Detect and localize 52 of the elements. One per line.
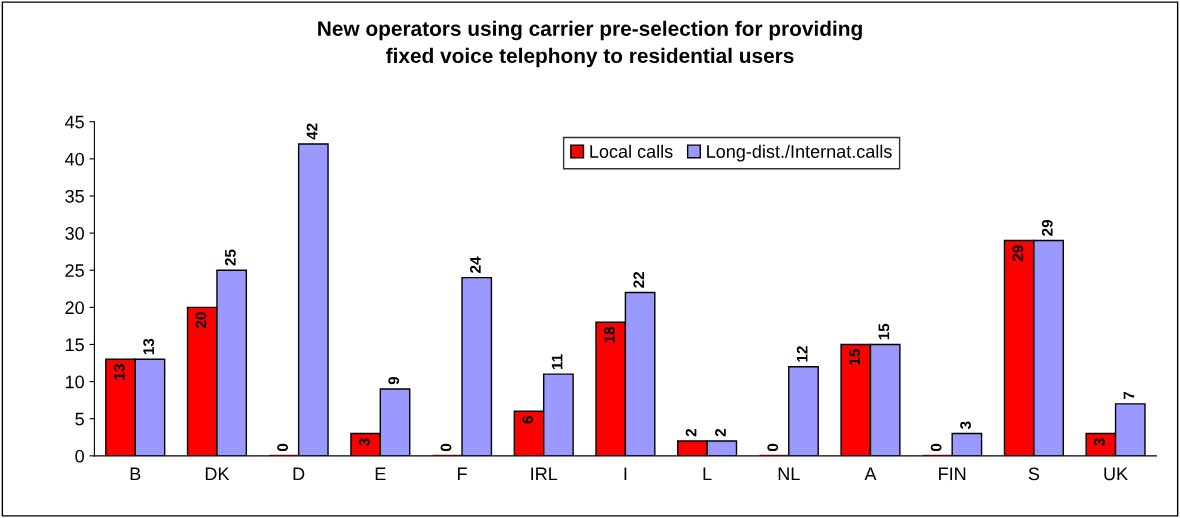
data-label: 24 bbox=[470, 256, 481, 273]
data-label: 13 bbox=[143, 338, 155, 355]
y-tick-label: 0 bbox=[75, 449, 84, 463]
data-label: 2 bbox=[685, 428, 697, 437]
data-label: 13 bbox=[113, 364, 125, 380]
x-tick-label: S bbox=[1028, 467, 1040, 481]
data-label: 9 bbox=[388, 376, 400, 385]
data-label: 6 bbox=[522, 416, 534, 424]
x-tick-label: F bbox=[457, 467, 467, 481]
data-label: 0 bbox=[440, 443, 452, 452]
x-tick-label: E bbox=[375, 467, 386, 481]
y-tick-label: 20 bbox=[65, 301, 84, 315]
x-tick-label: D bbox=[293, 467, 305, 481]
x-tick-label: I bbox=[624, 467, 627, 481]
y-tick-label: 10 bbox=[65, 375, 84, 389]
data-label: 15 bbox=[849, 349, 860, 365]
data-label: 0 bbox=[277, 443, 289, 452]
data-label: 11 bbox=[551, 354, 563, 370]
y-tick-label: 25 bbox=[65, 264, 84, 277]
data-label: 12 bbox=[796, 346, 808, 362]
chart-title: New operators using carrier pre-selection for providing fixed voice telephony to residential users bbox=[318, 20, 862, 68]
data-label: 0 bbox=[767, 443, 779, 452]
data-label: 25 bbox=[224, 249, 236, 266]
x-tick-label: L bbox=[703, 467, 712, 481]
data-label: 18 bbox=[603, 326, 615, 343]
y-tick-label: 40 bbox=[65, 152, 84, 166]
y-tick-label: 5 bbox=[75, 412, 84, 426]
data-label: 3 bbox=[358, 438, 370, 446]
data-label: 22 bbox=[633, 271, 645, 288]
data-label: 42 bbox=[306, 123, 318, 140]
x-tick-label: IRL bbox=[531, 467, 558, 481]
legend-label: Local calls bbox=[590, 144, 673, 158]
data-label: 3 bbox=[1094, 438, 1105, 446]
data-label: 2 bbox=[715, 428, 726, 437]
data-label: 29 bbox=[1041, 219, 1053, 236]
y-tick-label: 15 bbox=[65, 338, 84, 352]
data-label: 15 bbox=[878, 323, 890, 340]
data-label: 20 bbox=[195, 312, 207, 328]
x-tick-label: FIN bbox=[939, 467, 966, 481]
data-label: 29 bbox=[1012, 245, 1024, 262]
x-tick-label: UK bbox=[1104, 467, 1128, 481]
x-tick-label: DK bbox=[205, 467, 230, 481]
x-tick-label: NL bbox=[778, 467, 800, 481]
data-label: 0 bbox=[930, 443, 942, 452]
y-tick-label: 35 bbox=[65, 189, 84, 203]
data-label: 3 bbox=[960, 421, 971, 430]
x-tick-label: A bbox=[864, 467, 877, 481]
y-tick-label: 45 bbox=[65, 115, 84, 129]
legend-label: Long-dist./Internat.calls bbox=[707, 144, 892, 162]
y-tick-label: 30 bbox=[65, 227, 84, 240]
data-label: 7 bbox=[1123, 391, 1135, 400]
x-tick-label: B bbox=[130, 467, 141, 481]
